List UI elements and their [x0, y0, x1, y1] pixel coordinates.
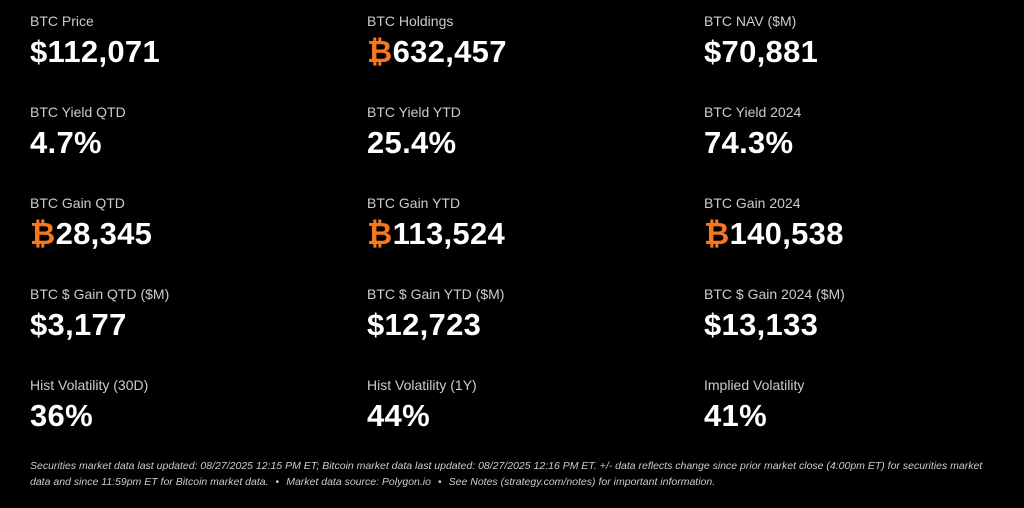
stat-number: 28,345 — [55, 216, 153, 251]
footer-disclaimer: Securities market data last updated: 08/… — [30, 458, 990, 490]
stat-number: 74.3% — [704, 125, 794, 160]
stats-grid: BTC Price $112,071 BTC Holdings ₿632,457… — [30, 10, 1010, 465]
stat-label: BTC $ Gain YTD ($M) — [367, 286, 505, 302]
stat-number: 36% — [30, 398, 93, 433]
currency-symbol: $ — [30, 307, 48, 342]
stat-label: Hist Volatility (30D) — [30, 377, 149, 393]
stat-btc-yield-2024: BTC Yield 2024 74.3% — [704, 101, 1004, 192]
stat-label: BTC $ Gain 2024 ($M) — [704, 286, 845, 302]
currency-symbol: $ — [704, 34, 722, 69]
stat-btc-gain-ytd: BTC Gain YTD ₿113,524 — [367, 192, 704, 283]
bullet-separator: • — [437, 476, 442, 488]
stat-value: ₿28,345 — [30, 216, 367, 252]
stat-hist-volatility-30d: Hist Volatility (30D) 36% — [30, 374, 367, 465]
stat-number: 41% — [704, 398, 767, 433]
stat-value: $70,881 — [704, 34, 1004, 70]
stat-value: ₿140,538 — [704, 216, 1004, 252]
stat-label: Hist Volatility (1Y) — [367, 377, 477, 393]
stat-value: 41% — [704, 398, 1004, 434]
stat-value: $112,071 — [30, 34, 367, 70]
stat-number: 632,457 — [392, 34, 507, 69]
stat-label: BTC Gain QTD — [30, 195, 125, 211]
bitcoin-icon: ₿ — [704, 216, 730, 251]
stat-btc-holdings: BTC Holdings ₿632,457 — [367, 10, 704, 101]
stat-btc-dollar-gain-2024: BTC $ Gain 2024 ($M) $13,133 — [704, 283, 1004, 374]
stat-number: 112,071 — [47, 34, 160, 69]
stat-label: BTC Gain YTD — [367, 195, 461, 211]
footer-notes-link[interactable]: See Notes (strategy.com/notes) for impor… — [448, 476, 716, 488]
bitcoin-icon: ₿ — [367, 216, 393, 251]
stat-number: 13,133 — [721, 307, 819, 342]
stat-btc-yield-ytd: BTC Yield YTD 25.4% — [367, 101, 704, 192]
stat-btc-yield-qtd: BTC Yield QTD 4.7% — [30, 101, 367, 192]
stat-btc-dollar-gain-qtd: BTC $ Gain QTD ($M) $3,177 — [30, 283, 367, 374]
stat-value: $13,133 — [704, 307, 1004, 343]
stat-number: 44% — [367, 398, 430, 433]
stat-btc-price: BTC Price $112,071 — [30, 10, 367, 101]
stat-label: BTC Yield QTD — [30, 104, 126, 120]
bitcoin-icon: ₿ — [367, 34, 393, 69]
stat-number: 140,538 — [729, 216, 844, 251]
bitcoin-icon: ₿ — [30, 216, 56, 251]
stat-label: BTC NAV ($M) — [704, 13, 797, 29]
stat-value: $12,723 — [367, 307, 704, 343]
stat-label: BTC Yield YTD — [367, 104, 461, 120]
currency-symbol: $ — [367, 307, 385, 342]
stat-number: 4.7% — [30, 125, 102, 160]
stat-number: 70,881 — [721, 34, 819, 69]
stat-value: 25.4% — [367, 125, 704, 161]
footer-data-source: Market data source: Polygon.io — [286, 476, 431, 488]
stat-label: BTC Holdings — [367, 13, 454, 29]
footer-update-text: Securities market data last updated: 08/… — [30, 460, 983, 488]
stat-value: 44% — [367, 398, 704, 434]
stat-label: BTC $ Gain QTD ($M) — [30, 286, 170, 302]
stat-number: 12,723 — [384, 307, 482, 342]
stat-hist-volatility-1y: Hist Volatility (1Y) 44% — [367, 374, 704, 465]
stat-value: $3,177 — [30, 307, 367, 343]
stat-label: BTC Gain 2024 — [704, 195, 801, 211]
stat-number: 3,177 — [47, 307, 127, 342]
stat-label: BTC Yield 2024 — [704, 104, 802, 120]
stat-value: 36% — [30, 398, 367, 434]
stat-label: Implied Volatility — [704, 377, 805, 393]
stat-btc-gain-qtd: BTC Gain QTD ₿28,345 — [30, 192, 367, 283]
stat-value: ₿632,457 — [367, 34, 704, 70]
stat-number: 113,524 — [392, 216, 506, 251]
stat-value: 4.7% — [30, 125, 367, 161]
stat-implied-volatility: Implied Volatility 41% — [704, 374, 1004, 465]
currency-symbol: $ — [704, 307, 722, 342]
currency-symbol: $ — [30, 34, 48, 69]
bullet-separator: • — [275, 476, 280, 488]
stat-btc-nav: BTC NAV ($M) $70,881 — [704, 10, 1004, 101]
stat-number: 25.4% — [367, 125, 457, 160]
stat-value: 74.3% — [704, 125, 1004, 161]
stat-label: BTC Price — [30, 13, 94, 29]
stat-btc-gain-2024: BTC Gain 2024 ₿140,538 — [704, 192, 1004, 283]
stat-value: ₿113,524 — [367, 216, 704, 252]
stat-btc-dollar-gain-ytd: BTC $ Gain YTD ($M) $12,723 — [367, 283, 704, 374]
